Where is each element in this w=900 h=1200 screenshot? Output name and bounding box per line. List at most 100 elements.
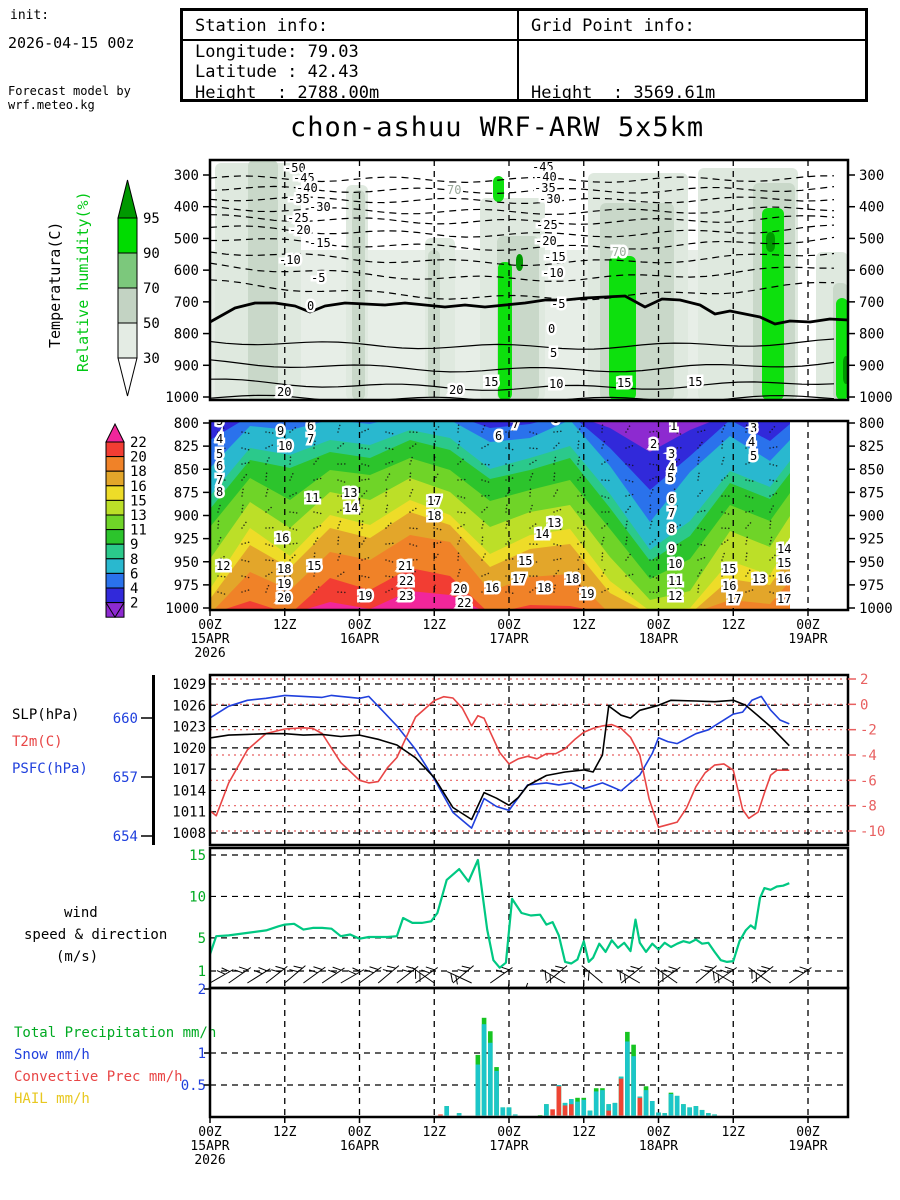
time-label-bottom: 00Z bbox=[497, 1125, 521, 1140]
temp2-contour-label: 6 bbox=[552, 412, 559, 426]
panel3-field bbox=[210, 675, 848, 845]
wind-barb-tick bbox=[712, 971, 715, 981]
wind-barb-tick bbox=[549, 974, 552, 984]
temp2-contour-label: 13 bbox=[547, 516, 561, 530]
snow-bar bbox=[643, 1090, 649, 1116]
wind-barb-tick bbox=[401, 969, 411, 973]
wind-barb-tick bbox=[386, 965, 396, 969]
pressure-tick-left: 900 bbox=[174, 358, 199, 374]
wind-barb-tick bbox=[234, 969, 244, 974]
model-credit-line2: wrf.meteo.kg bbox=[8, 98, 95, 112]
wind-barb-tick bbox=[347, 970, 357, 975]
wind-barb-tick bbox=[587, 971, 590, 981]
colorbar2-label: 8 bbox=[130, 552, 138, 568]
wind-barb-tick bbox=[624, 974, 627, 984]
time-label-mid: 00Z bbox=[198, 618, 222, 633]
colorbar1-segment bbox=[117, 287, 138, 324]
station-longitude: Longitude: 79.03 bbox=[195, 42, 359, 62]
temp2-contour-label: 23 bbox=[399, 589, 413, 603]
colorbar2-label: 6 bbox=[130, 566, 138, 582]
temp-contour-dashed bbox=[210, 224, 835, 238]
colorbar1-segment bbox=[117, 322, 138, 359]
pressure-tick-right: 800 bbox=[859, 327, 884, 343]
temp2-contour-label: 12 bbox=[668, 589, 682, 603]
snow-bar bbox=[649, 1101, 655, 1116]
init-date: 2026-04-15 00z bbox=[8, 34, 135, 52]
temp2-contour-label: 16 bbox=[777, 572, 791, 586]
temp2-contour-label: 20 bbox=[277, 591, 291, 605]
time-label-mid: 12Z bbox=[572, 618, 596, 633]
t2m-tick: -10 bbox=[860, 824, 885, 840]
pressure-tick-left: 700 bbox=[174, 295, 199, 311]
colorbar2-label: 16 bbox=[130, 479, 147, 495]
temp2-contour-label: 7 bbox=[307, 432, 314, 446]
rh-shade bbox=[516, 254, 523, 271]
wind-barb-tick bbox=[457, 969, 467, 973]
t2m-tick: -8 bbox=[860, 799, 877, 815]
temp-contour-dashed bbox=[210, 236, 835, 251]
colorbar2-label: 4 bbox=[130, 581, 138, 597]
t2m-tick: -6 bbox=[860, 773, 877, 789]
pressure2-tick-right: 825 bbox=[859, 439, 884, 455]
temp-contour-label: -25 bbox=[536, 218, 558, 232]
time-label-mid: 16APR bbox=[340, 632, 379, 647]
colorbar2-label: 22 bbox=[130, 435, 147, 451]
pressure-tick-right: 500 bbox=[859, 231, 884, 247]
temp-contour-dashed bbox=[210, 251, 835, 267]
colorbar2-segment bbox=[105, 441, 125, 458]
time-label-bottom: 15APR bbox=[190, 1139, 229, 1154]
time-label-bottom: 12Z bbox=[273, 1125, 297, 1140]
wind-barb-tick bbox=[313, 966, 323, 970]
colorbar1-arrow-bottom bbox=[117, 357, 138, 397]
temp-contour-label: 20 bbox=[277, 385, 291, 399]
wind-barb-tick bbox=[724, 966, 734, 971]
temp2-contour-label: 2 bbox=[650, 437, 657, 451]
slp-tick: 1029 bbox=[172, 677, 206, 693]
wind-barb-tick bbox=[795, 969, 804, 974]
convective-bar bbox=[606, 1110, 611, 1116]
temp2-contour-label: 13 bbox=[752, 572, 766, 586]
time-label-mid: 18APR bbox=[639, 632, 678, 647]
pressure2-tick-right: 875 bbox=[859, 485, 884, 501]
snow-bar bbox=[581, 1099, 587, 1116]
pressure-tick-left: 300 bbox=[174, 168, 199, 184]
panel3-border bbox=[208, 673, 850, 847]
snow-bar bbox=[475, 1064, 481, 1116]
pressure-tick-left: 800 bbox=[174, 327, 199, 343]
convective-bar bbox=[562, 1105, 568, 1116]
wind-tick: 1 bbox=[198, 964, 206, 980]
t2m-tick: 0 bbox=[860, 697, 868, 713]
wind-tick: 10 bbox=[189, 889, 206, 905]
wind-barb-tick bbox=[253, 969, 263, 975]
slp-line bbox=[210, 699, 790, 821]
temp2-contour-label: 15 bbox=[777, 556, 791, 570]
rh-shade bbox=[498, 262, 512, 400]
wind-barb-tick bbox=[583, 968, 586, 978]
pressure2-tick-left: 875 bbox=[174, 485, 199, 501]
wind-speed-line bbox=[210, 858, 790, 969]
temp2-contour-label: 14 bbox=[535, 527, 549, 541]
chart-title: chon-ashuu WRF-ARW 5x5km bbox=[290, 112, 705, 143]
time-label-bottom: 00Z bbox=[198, 1125, 222, 1140]
legend-t2m: T2m(C) bbox=[12, 734, 63, 750]
time-label-mid: 17APR bbox=[489, 632, 528, 647]
time-label-mid: 2026 bbox=[194, 646, 225, 661]
snow-bar bbox=[662, 1113, 668, 1116]
wind-barb-tick bbox=[668, 966, 678, 970]
temp2-contour-label: 18 bbox=[565, 572, 579, 586]
snow-bar bbox=[456, 1113, 462, 1116]
snow-bar bbox=[494, 1070, 499, 1116]
colorbar2-segment bbox=[105, 572, 125, 589]
pressure-tick-right: 900 bbox=[859, 358, 884, 374]
temp2-contour-label: 17 bbox=[777, 592, 791, 606]
temp-contour-label: -20 bbox=[289, 223, 311, 237]
pressure2-tick-left: 900 bbox=[174, 509, 199, 525]
wind-barb-tick bbox=[799, 966, 809, 971]
wind-barb-tick bbox=[332, 966, 342, 971]
temp2-contour-label: 18 bbox=[427, 509, 441, 523]
wind-barb bbox=[658, 966, 681, 984]
legend-psfc: PSFC(hPa) bbox=[12, 761, 88, 777]
colorbar2-label: 2 bbox=[130, 596, 138, 612]
temp-contour-label: -35 bbox=[288, 192, 310, 206]
